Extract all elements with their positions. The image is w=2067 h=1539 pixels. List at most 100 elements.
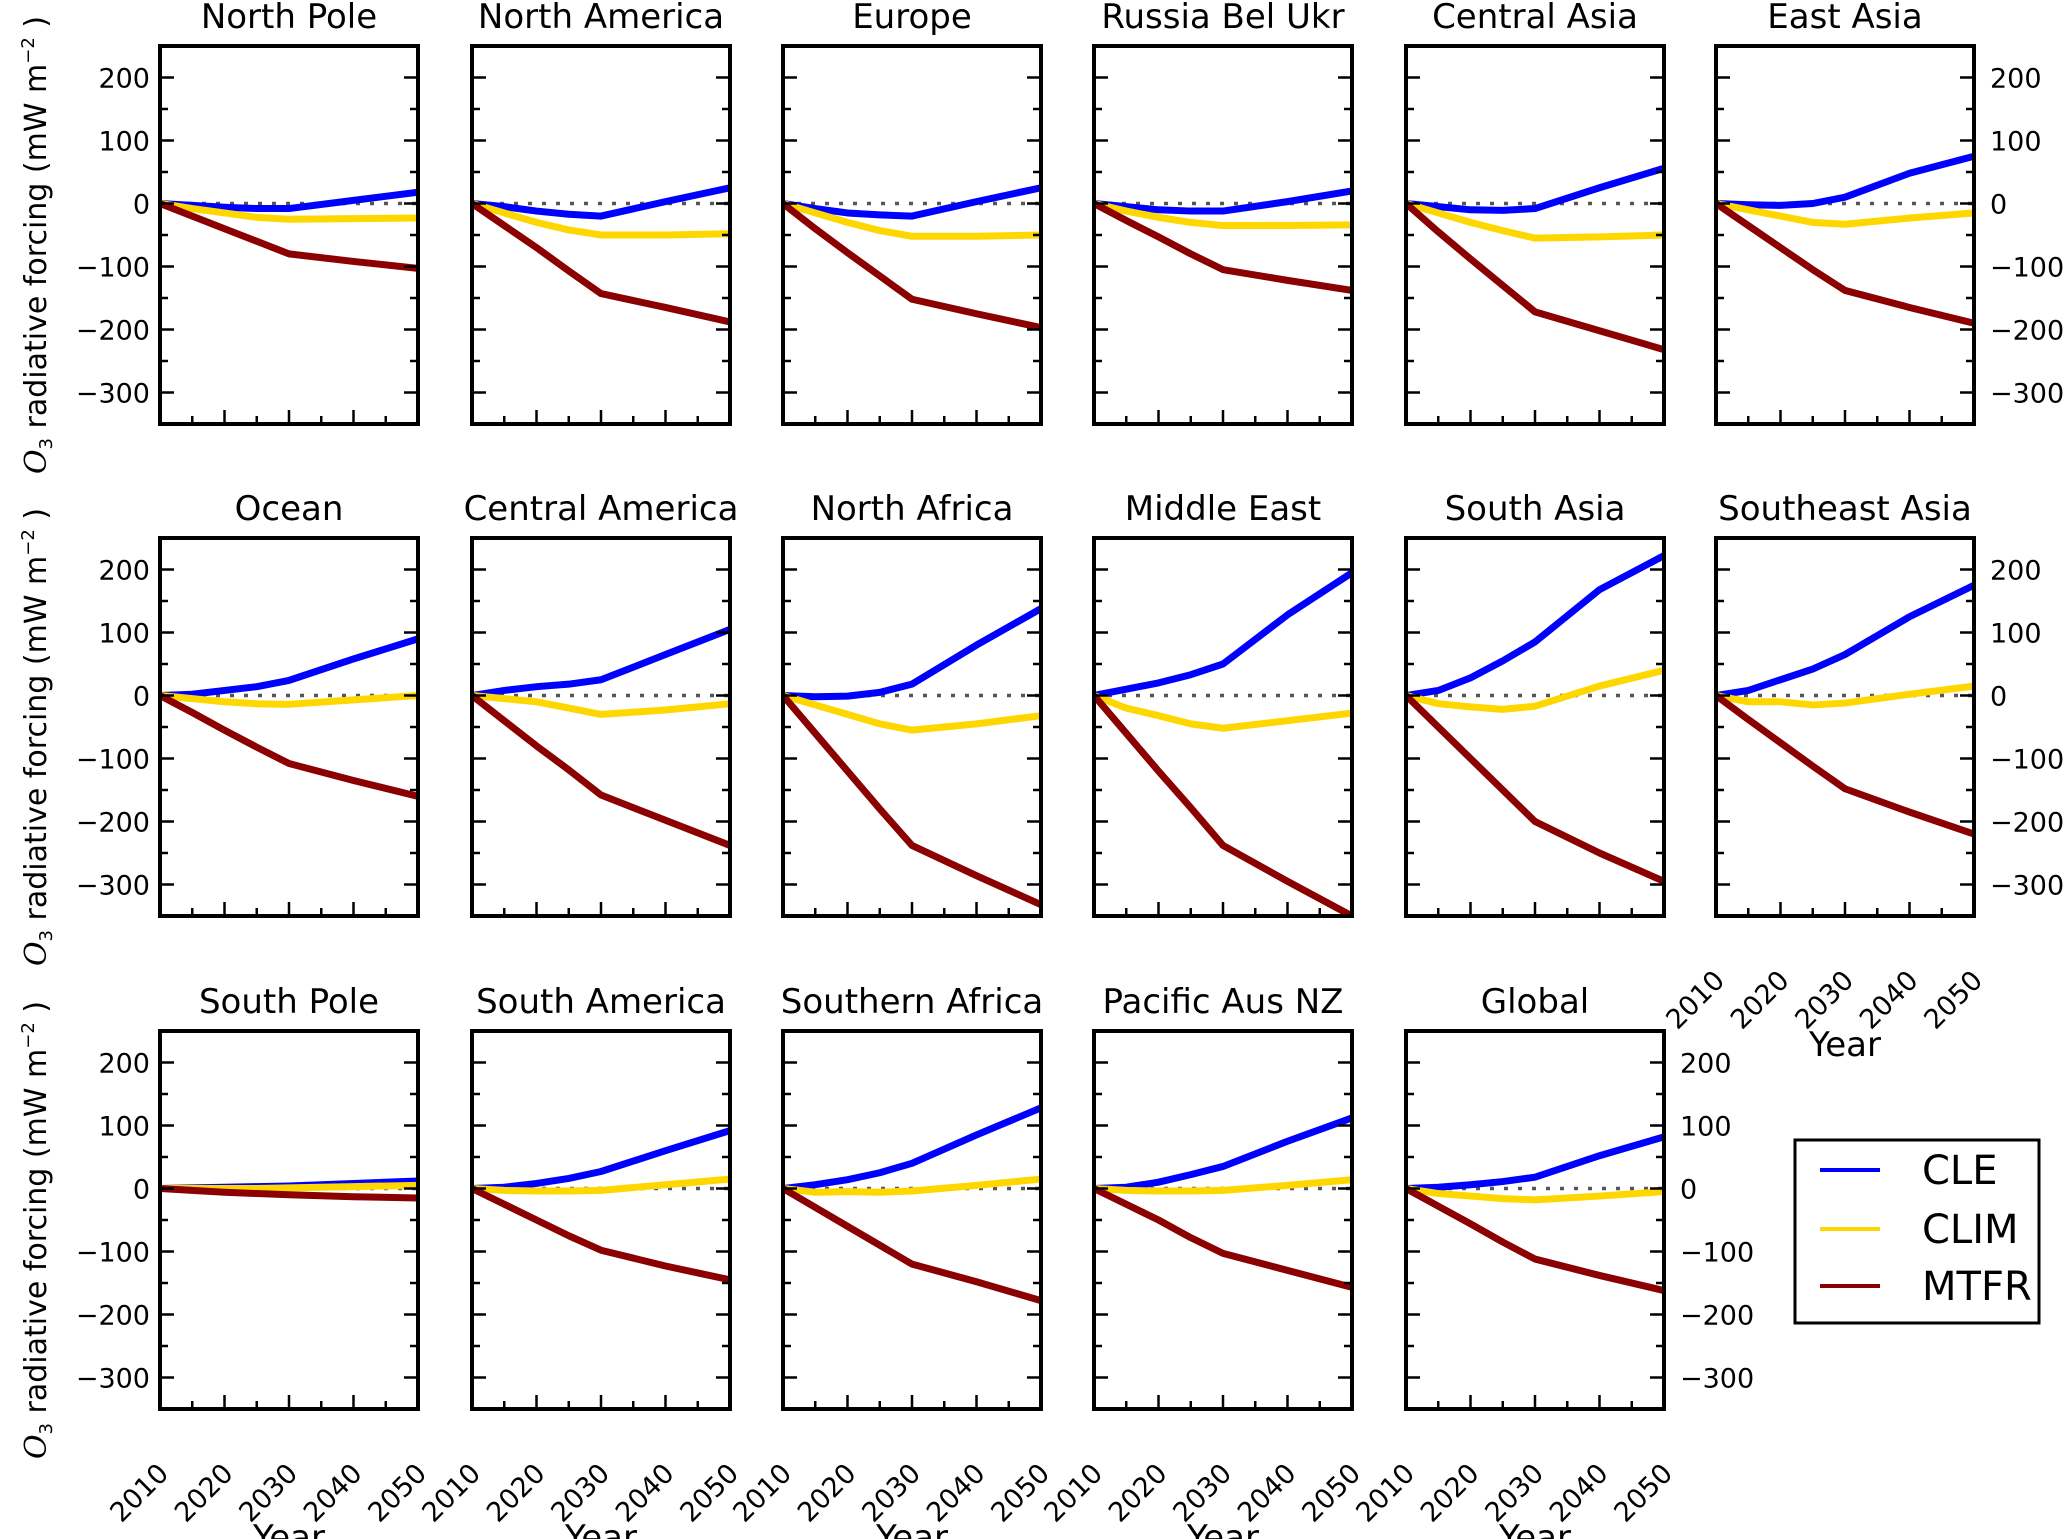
axes-frame [781,1029,1043,1411]
x-axis-label: Year [875,1518,948,1539]
y-tick-label: −200 [1990,316,2064,347]
y-tick-label: −300 [1990,379,2064,410]
series-line-mtfr [1716,200,1974,327]
series-line-cle [472,184,730,220]
y-axis-label: O3 radiative forcing (mW m−2 ) [18,16,57,474]
axes-frame [1404,1029,1666,1411]
y-tick-label: 200 [1990,556,2042,587]
y-tick-label: −300 [76,1364,150,1395]
x-tick-label: 2020 [1103,1458,1174,1529]
series-group [1716,152,1974,327]
panel-title: Southeast Asia [1718,489,1972,529]
axes-frame [158,536,420,918]
axes-frame [1092,1029,1354,1411]
panel-russia-bel-ukr: Russia Bel Ukr [1092,0,1354,426]
panel-middle-east: Middle East [1092,489,1354,918]
y-tick-label: 0 [133,190,150,221]
panel-title: Russia Bel Ukr [1101,0,1344,37]
x-tick-label: 2050 [985,1458,1056,1529]
x-axis-label: Year [1186,1518,1259,1539]
y-tick-label: 200 [98,64,150,95]
series-line-mtfr [160,692,418,800]
y-tick-label: −300 [76,379,150,410]
y-tick-label: 0 [133,1175,150,1206]
series-group [160,1177,418,1202]
x-tick-label: 2020 [481,1458,552,1529]
y-tick-label: 100 [1990,619,2042,650]
y-tick-label: 100 [1990,127,2042,158]
series-group [1406,1133,1664,1294]
series-line-mtfr [1406,1185,1664,1294]
panel-global: Global2001000−100−200−300201020202030204… [1350,982,1754,1539]
panel-central-america: Central America [464,489,738,918]
series-line-cle [783,184,1041,220]
series-line-mtfr [783,693,1041,908]
series-group [1406,164,1664,354]
legend: CLE CLIM MTFR [1793,1138,2041,1325]
series-line-clim [160,200,418,223]
series-line-clim [1716,682,1974,709]
y-tick-label: −100 [76,1238,150,1269]
y-tick-label: 200 [1680,1049,1732,1080]
series-line-mtfr [1094,200,1352,294]
y-tick-label: 100 [98,619,150,650]
series-group [472,626,730,849]
y-axis-label: O3 radiative forcing (mW m−2 ) [18,508,57,966]
panel-east-asia: East Asia 200 100 0 −100 −200 −300 [1714,0,2064,426]
axes-frame [1404,536,1666,918]
series-line-mtfr [1094,693,1352,916]
series-line-cle [1716,582,1974,699]
x-tick-label: 2020 [792,1458,863,1529]
panel-central-asia: Central Asia [1404,0,1666,426]
y-tick-label: 200 [1990,64,2042,95]
panel-title: North Pole [201,0,377,37]
panel-southeast-asia: Southeast Asia 200 100 0 −100 −200 −300 2010202… [1660,489,2064,1065]
series-line-clim [1094,1176,1352,1195]
series-group [1406,552,1664,885]
x-tick-label: 2050 [1296,1458,1367,1529]
axes-frame [470,1029,732,1411]
y-tick-label: 0 [133,682,150,713]
panel-north-america: North America [470,0,732,426]
series-line-cle [1094,1114,1352,1192]
series-group [1094,1114,1352,1291]
axes-frame [1092,44,1354,426]
series-group [783,184,1041,332]
x-tick-label: 2010 [1038,1458,1109,1529]
series-group [783,605,1041,908]
x-tick-label: 2050 [674,1458,745,1529]
y-tick-label: −100 [1990,745,2064,776]
series-line-cle [160,635,418,699]
y-tick-label: −200 [76,1301,150,1332]
series-group [160,188,418,272]
y-tick-label: 100 [98,1112,150,1143]
y-tick-label: −100 [76,745,150,776]
panel-title: Europe [852,0,972,37]
panel-europe: Europe [781,0,1043,426]
series-line-cle [1406,1133,1664,1192]
series-line-clim [1094,692,1352,732]
panel-title: Southern Africa [781,982,1043,1022]
x-tick-label: 2020 [169,1458,240,1529]
y-tick-label: −200 [76,316,150,347]
series-line-clim [1406,666,1664,713]
axes-frame [1714,44,1976,426]
y-axis-label: O3 radiative forcing (mW m−2 ) [18,1001,57,1459]
series-line-mtfr [472,1185,730,1284]
series-line-mtfr [1716,692,1974,838]
y-tick-label: 100 [98,127,150,158]
series-group [1094,187,1352,294]
series-group [1094,569,1352,916]
panel-title: Ocean [235,489,344,529]
panel-title: South Pole [199,982,379,1022]
series-line-mtfr [472,692,730,849]
series-line-cle [1094,569,1352,699]
y-tick-label: −300 [1990,871,2064,902]
series-line-mtfr [160,200,418,272]
panel-south-asia: South Asia [1404,489,1666,918]
series-line-mtfr [160,1185,418,1202]
series-group [160,635,418,800]
panel-title: South America [476,982,726,1022]
x-tick-label: 2010 [1350,1458,1421,1529]
